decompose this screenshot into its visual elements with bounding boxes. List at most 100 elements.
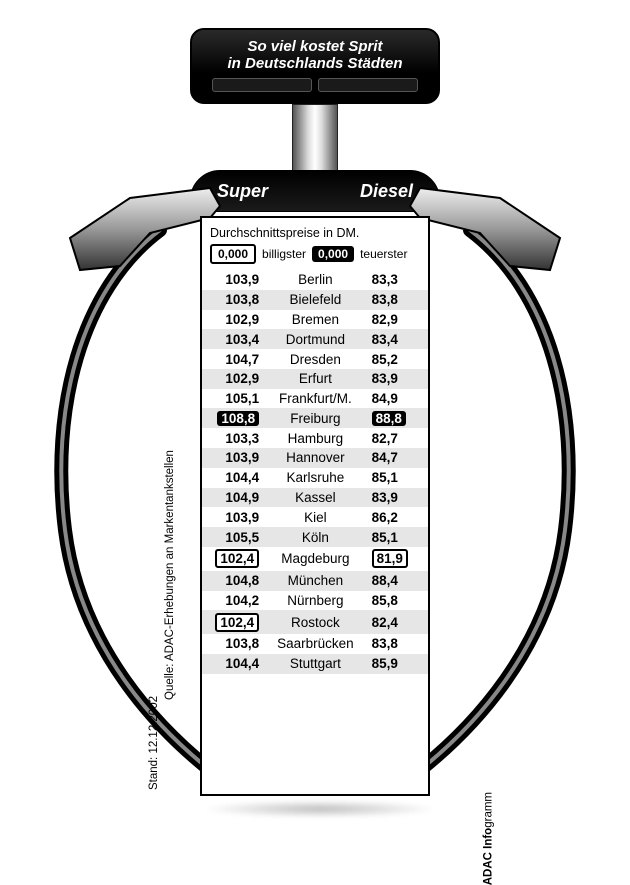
cell-diesel: 83,4 bbox=[366, 329, 428, 349]
table-row: 103,8Saarbrücken83,8 bbox=[202, 634, 428, 654]
table-row: 103,9Berlin83,3 bbox=[202, 270, 428, 290]
cell-city: Köln bbox=[265, 527, 366, 547]
sign-slots bbox=[198, 78, 432, 92]
cell-city: Stuttgart bbox=[265, 654, 366, 674]
pump-neck bbox=[292, 104, 338, 176]
table-row: 104,4Stuttgart85,9 bbox=[202, 654, 428, 674]
cell-city: Dresden bbox=[265, 349, 366, 369]
price-panel: Durchschnittspreise in DM. 0,000 billigs… bbox=[200, 216, 430, 796]
badge-billigster: 102,4 bbox=[215, 549, 259, 568]
cell-city: München bbox=[265, 571, 366, 591]
cell-super: 103,8 bbox=[202, 634, 265, 654]
cell-city: Erfurt bbox=[265, 369, 366, 389]
table-row: 103,9Hannover84,7 bbox=[202, 448, 428, 468]
table-row: 105,1Frankfurt/M.84,9 bbox=[202, 389, 428, 409]
cell-city: Berlin bbox=[265, 270, 366, 290]
panel-shadow bbox=[202, 800, 438, 818]
cell-diesel: 84,7 bbox=[366, 448, 428, 468]
cell-city: Kassel bbox=[265, 488, 366, 508]
table-row: 102,9Erfurt83,9 bbox=[202, 369, 428, 389]
cell-super: 102,4 bbox=[202, 547, 265, 571]
caption-brand: ADAC Infogramm bbox=[482, 792, 494, 885]
cell-super: 105,1 bbox=[202, 389, 265, 409]
caption-source: Quelle: ADAC-Erhebungen an Markentankste… bbox=[164, 450, 176, 700]
cell-diesel: 83,8 bbox=[366, 290, 428, 310]
cell-city: Rostock bbox=[265, 610, 366, 634]
cell-city: Karlsruhe bbox=[265, 468, 366, 488]
table-row: 105,5Köln85,1 bbox=[202, 527, 428, 547]
cell-diesel: 88,4 bbox=[366, 571, 428, 591]
table-row: 104,7Dresden85,2 bbox=[202, 349, 428, 369]
cell-super: 102,9 bbox=[202, 310, 265, 330]
legend: Durchschnittspreise in DM. 0,000 billigs… bbox=[202, 218, 428, 270]
cell-diesel: 82,4 bbox=[366, 610, 428, 634]
legend-chip-billig: 0,000 bbox=[210, 244, 256, 264]
cell-diesel: 83,8 bbox=[366, 634, 428, 654]
cell-city: Bremen bbox=[265, 310, 366, 330]
cell-super: 105,5 bbox=[202, 527, 265, 547]
cell-diesel: 82,9 bbox=[366, 310, 428, 330]
cell-super: 104,4 bbox=[202, 468, 265, 488]
caption-date: Stand: 12.12.2002 bbox=[148, 696, 160, 790]
cell-city: Hamburg bbox=[265, 428, 366, 448]
legend-title: Durchschnittspreise in DM. bbox=[210, 226, 420, 240]
cell-city: Saarbrücken bbox=[265, 634, 366, 654]
cell-diesel: 85,1 bbox=[366, 468, 428, 488]
table-row: 108,8 Freiburg 88,8 bbox=[202, 408, 428, 428]
badge-billigster: 102,4 bbox=[215, 613, 259, 632]
cell-super: 104,8 bbox=[202, 571, 265, 591]
badge-billigster: 81,9 bbox=[372, 549, 408, 568]
cell-diesel: 85,1 bbox=[366, 527, 428, 547]
cell-diesel: 86,2 bbox=[366, 507, 428, 527]
cell-city: Hannover bbox=[265, 448, 366, 468]
table-row: 104,9Kassel83,9 bbox=[202, 488, 428, 508]
badge-teuerster: 88,8 bbox=[372, 411, 406, 426]
title-line-2: in Deutschlands Städten bbox=[198, 55, 432, 72]
badge-teuerster: 108,8 bbox=[217, 411, 259, 426]
cell-diesel: 85,2 bbox=[366, 349, 428, 369]
cell-super: 104,4 bbox=[202, 654, 265, 674]
cell-city: Freiburg bbox=[265, 408, 366, 428]
cell-diesel: 84,9 bbox=[366, 389, 428, 409]
cell-city: Magdeburg bbox=[265, 547, 366, 571]
cell-diesel: 83,9 bbox=[366, 488, 428, 508]
sign-slot bbox=[318, 78, 418, 92]
cell-city: Nürnberg bbox=[265, 591, 366, 611]
table-row: 102,9Bremen82,9 bbox=[202, 310, 428, 330]
table-row: 104,8München88,4 bbox=[202, 571, 428, 591]
cell-super: 104,9 bbox=[202, 488, 265, 508]
price-table: 103,9Berlin83,3103,8Bielefeld83,8102,9Br… bbox=[202, 270, 428, 674]
caption-brand-rest: gramm bbox=[482, 792, 494, 828]
cell-diesel: 81,9 bbox=[366, 547, 428, 571]
cell-city: Frankfurt/M. bbox=[265, 389, 366, 409]
cell-diesel: 88,8 bbox=[366, 408, 428, 428]
cell-diesel: 85,9 bbox=[366, 654, 428, 674]
table-row: 103,8Bielefeld83,8 bbox=[202, 290, 428, 310]
cell-diesel: 83,3 bbox=[366, 270, 428, 290]
cell-super: 103,9 bbox=[202, 448, 265, 468]
cell-super: 104,2 bbox=[202, 591, 265, 611]
cell-city: Bielefeld bbox=[265, 290, 366, 310]
table-row: 102,4 Rostock82,4 bbox=[202, 610, 428, 634]
cell-city: Kiel bbox=[265, 507, 366, 527]
cell-super: 102,4 bbox=[202, 610, 265, 634]
table-row: 103,4Dortmund83,4 bbox=[202, 329, 428, 349]
cell-super: 103,4 bbox=[202, 329, 265, 349]
cell-diesel: 83,9 bbox=[366, 369, 428, 389]
sign-slot bbox=[212, 78, 312, 92]
infographic-stage: So viel kostet Sprit in Deutschlands Stä… bbox=[0, 0, 630, 874]
table-row: 102,4 Magdeburg 81,9 bbox=[202, 547, 428, 571]
table-row: 103,3Hamburg82,7 bbox=[202, 428, 428, 448]
title-line-1: So viel kostet Sprit bbox=[198, 38, 432, 55]
caption-brand-bold: ADAC Info bbox=[482, 828, 494, 885]
cell-diesel: 85,8 bbox=[366, 591, 428, 611]
cell-super: 102,9 bbox=[202, 369, 265, 389]
legend-billig-label: billigster bbox=[262, 247, 306, 261]
title-sign: So viel kostet Sprit in Deutschlands Stä… bbox=[190, 28, 440, 104]
table-row: 103,9Kiel86,2 bbox=[202, 507, 428, 527]
cell-super: 104,7 bbox=[202, 349, 265, 369]
table-row: 104,2Nürnberg85,8 bbox=[202, 591, 428, 611]
cell-super: 103,9 bbox=[202, 270, 265, 290]
cell-diesel: 82,7 bbox=[366, 428, 428, 448]
cell-super: 103,3 bbox=[202, 428, 265, 448]
